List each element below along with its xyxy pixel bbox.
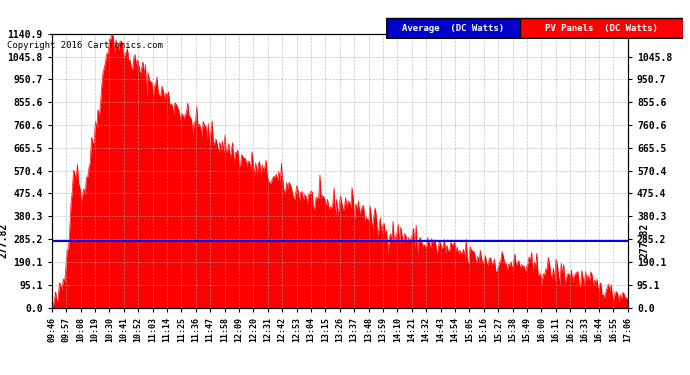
Text: Average  (DC Watts): Average (DC Watts) — [402, 24, 504, 33]
FancyBboxPatch shape — [386, 18, 520, 38]
Text: Total PV Panel Power & Average Power Sun Feb 14 17:08: Total PV Panel Power & Average Power Sun… — [104, 9, 586, 24]
Text: Copyright 2016 Cartronics.com: Copyright 2016 Cartronics.com — [7, 41, 163, 50]
Text: 277.82: 277.82 — [640, 223, 649, 258]
Text: PV Panels  (DC Watts): PV Panels (DC Watts) — [545, 24, 658, 33]
Text: 277.82: 277.82 — [0, 223, 8, 258]
FancyBboxPatch shape — [520, 18, 683, 38]
